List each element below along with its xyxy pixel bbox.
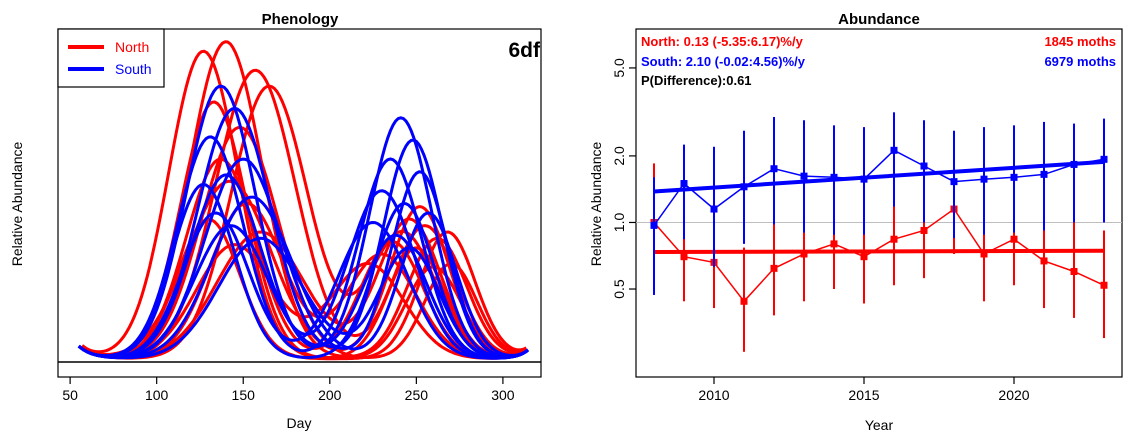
phenology-plot-frame: [57, 28, 542, 378]
south-count-annotation: 6979 moths: [1044, 54, 1116, 69]
north-curve: [81, 179, 528, 358]
south-data-point: [980, 175, 988, 183]
x-tick-label: 250: [405, 387, 429, 403]
north-curve: [81, 49, 527, 361]
north-data-point: [800, 250, 808, 258]
south-data-point: [1100, 155, 1108, 163]
phenology-legend: North South: [57, 28, 165, 88]
south-data-point: [1070, 160, 1078, 168]
y-tick-label: 1.0: [611, 213, 627, 233]
p-difference-annotation: P(Difference):0.61: [641, 73, 752, 88]
x-tick-label: 300: [491, 387, 515, 403]
north-data-point: [980, 250, 988, 258]
abundance-x-axis: 2010 2015 2020: [698, 377, 1030, 403]
south-data-point: [890, 146, 898, 154]
phenology-df-annotation: 6df: [509, 39, 542, 62]
north-data-point: [1010, 235, 1018, 243]
south-data-point: [950, 178, 958, 186]
south-curve: [77, 211, 529, 360]
y-tick-label: 2.0: [611, 146, 627, 166]
abundance-x-label: Year: [865, 417, 894, 433]
north-curve: [81, 40, 528, 358]
north-trend-annotation: North: 0.13 (-5.35:6.17)%/y: [641, 34, 804, 49]
north-curve: [81, 68, 528, 359]
north-data-point: [890, 235, 898, 243]
south-trend-annotation: South: 2.10 (-0.02:4.56)%/y: [641, 54, 806, 69]
south-data-point: [830, 173, 838, 181]
phenology-x-label: Day: [287, 415, 312, 431]
phenology-x-axis: 50 100 150 200 250 300: [62, 377, 515, 403]
x-tick-label: 200: [318, 387, 342, 403]
phenology-title: Phenology: [262, 11, 339, 28]
north-data-point: [920, 226, 928, 234]
south-curve: [77, 84, 529, 359]
y-tick-label: 0.5: [611, 279, 627, 299]
x-tick-label: 2010: [698, 387, 729, 403]
south-data-point: [860, 175, 868, 183]
phenology-curves: [77, 40, 529, 361]
x-tick-label: 2015: [848, 387, 879, 403]
south-curve: [77, 173, 529, 360]
south-data-point: [650, 221, 658, 229]
x-tick-label: 50: [62, 387, 78, 403]
legend-label-south: South: [115, 61, 152, 77]
north-curve: [81, 217, 528, 359]
abundance-plot-frame: [635, 28, 1123, 378]
south-data-point: [770, 165, 778, 173]
north-data-point: [740, 297, 748, 305]
north-trend-line: [653, 248, 1105, 255]
abundance-y-label: Relative Abundance: [588, 142, 604, 267]
phenology-chart: Phenology 50 100 150 200 250 300 Day Relative…: [9, 11, 542, 431]
north-data-point: [1100, 281, 1108, 289]
y-tick-label: 5.0: [611, 58, 627, 78]
legend-box: [57, 28, 165, 88]
south-series-line: [653, 149, 1105, 226]
abundance-y-axis: 0.5 1.0 2.0 5.0: [611, 58, 636, 299]
south-data-point: [800, 172, 808, 180]
north-data-point: [1040, 257, 1048, 265]
abundance-title: Abundance: [838, 11, 920, 28]
phenology-y-label: Relative Abundance: [9, 142, 25, 267]
abundance-chart: Abundance 2010 2015 2020 0.5 1.0 2.0 5.0 Year…: [588, 11, 1123, 433]
south-trend-line: [653, 159, 1105, 194]
south-data-point: [1040, 170, 1048, 178]
south-curve: [77, 236, 529, 360]
x-tick-label: 100: [145, 387, 169, 403]
legend-label-north: North: [115, 39, 149, 55]
north-data-point: [830, 240, 838, 248]
north-data-point: [770, 264, 778, 272]
north-data-point: [860, 253, 868, 261]
x-tick-label: 150: [232, 387, 256, 403]
north-data-point: [1070, 268, 1078, 276]
south-curve: [77, 224, 529, 360]
south-data-point: [1010, 173, 1018, 181]
north-data-point: [680, 253, 688, 261]
south-data-point: [680, 180, 688, 188]
south-data-point: [920, 162, 928, 170]
south-data-point: [710, 205, 718, 213]
north-count-annotation: 1845 moths: [1044, 34, 1116, 49]
abundance-series: [650, 112, 1108, 352]
south-data-point: [740, 183, 748, 191]
x-tick-label: 2020: [998, 387, 1029, 403]
